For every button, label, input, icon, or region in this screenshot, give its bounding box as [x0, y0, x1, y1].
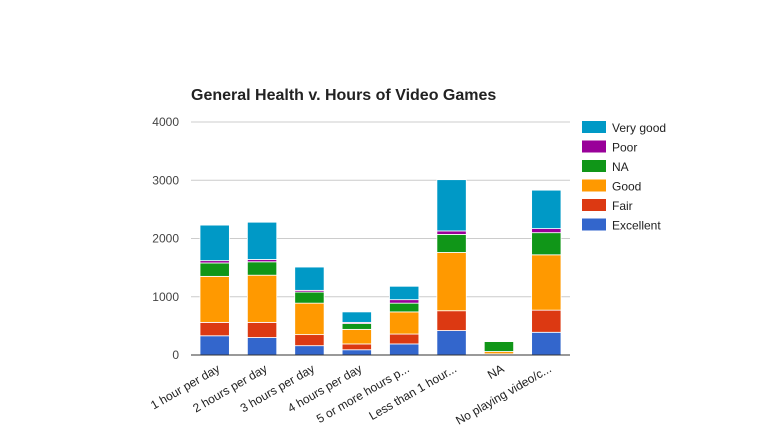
legend-label: Very good	[612, 121, 666, 135]
legend-swatch	[582, 218, 606, 231]
bar-segment	[294, 302, 325, 336]
legend-label: NA	[612, 160, 629, 174]
bar-segment	[436, 230, 467, 235]
legend-swatch	[582, 140, 606, 153]
y-tick-label: 1000	[152, 290, 179, 304]
x-category-label: NA	[485, 361, 506, 381]
bar-segment	[389, 302, 420, 313]
bar-segment	[389, 333, 420, 345]
bar-segment	[341, 349, 372, 356]
bar-segment	[199, 335, 230, 356]
bar-segment	[294, 334, 325, 347]
bar-segment	[294, 291, 325, 304]
x-category-label: Less than 1 hour...	[367, 361, 460, 422]
bar-segment	[199, 321, 230, 337]
y-tick-label: 2000	[152, 232, 179, 246]
bar-segment	[531, 331, 562, 356]
bar-segment	[389, 299, 420, 304]
chart-title: General Health v. Hours of Video Games	[191, 87, 496, 104]
bar-segment	[436, 252, 467, 312]
bars	[199, 179, 562, 356]
bar-segment	[341, 311, 372, 323]
bar-segment	[246, 261, 278, 276]
y-tick-label: 4000	[152, 115, 179, 129]
bar-segment	[531, 189, 562, 229]
bar-segment	[199, 224, 230, 262]
bar-segment	[436, 234, 467, 253]
bar-segment	[531, 309, 562, 333]
bar-segment	[246, 274, 278, 323]
bar-segment	[436, 310, 467, 331]
bar-segment	[483, 341, 515, 352]
legend-label: Fair	[612, 199, 633, 213]
y-tick-label: 3000	[152, 173, 179, 187]
bar-segment	[341, 343, 372, 351]
bar-segment	[436, 330, 467, 356]
bar-segment	[436, 179, 467, 232]
legend-label: Good	[612, 180, 641, 194]
legend-swatch	[582, 160, 606, 172]
bar-segment	[199, 262, 230, 277]
bar-segment	[246, 221, 278, 260]
legend-label: Poor	[612, 141, 637, 155]
bar-segment	[294, 345, 325, 356]
y-tick-label: 0	[172, 348, 179, 362]
bar-segment	[294, 266, 325, 291]
bar-segment	[389, 311, 420, 335]
bar-segment	[531, 232, 562, 256]
legend-swatch	[582, 199, 606, 211]
bar-segment	[389, 285, 420, 301]
bar-segment	[199, 275, 230, 323]
bar-segment	[531, 254, 562, 311]
bar-segment	[341, 328, 372, 345]
legend-swatch	[582, 179, 606, 192]
bar-segment	[246, 321, 278, 338]
bar-segment	[246, 337, 278, 356]
bar-segment	[531, 228, 562, 234]
legend: Very good Poor NA Good Fair Excellent	[582, 121, 666, 233]
legend-label: Excellent	[612, 219, 661, 233]
bar-segment	[389, 343, 420, 356]
bar-segment	[341, 323, 372, 330]
legend-swatch	[582, 121, 606, 133]
